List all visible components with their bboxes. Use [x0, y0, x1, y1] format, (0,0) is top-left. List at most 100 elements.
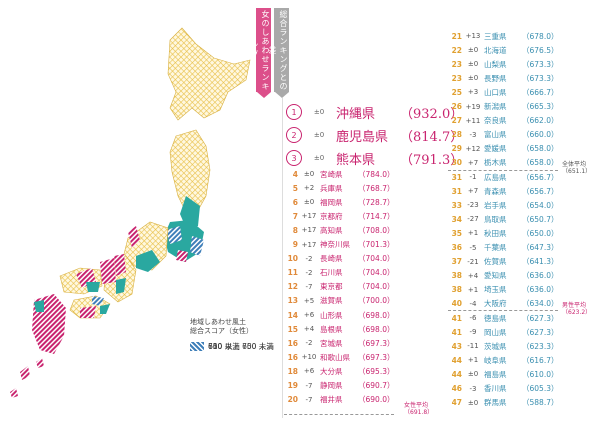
rank-number: 14 — [287, 310, 298, 320]
rank-number: 21 — [451, 31, 462, 41]
ranking-row: 6 ±0 福岡県 （728.7） — [284, 195, 395, 209]
prefecture-name: 福島県 — [484, 369, 507, 379]
rank-change: +5 — [303, 296, 315, 305]
rank-number: 35 — [451, 228, 462, 238]
ranking-row: 15 +4 島根県 （698.0） — [284, 322, 395, 336]
rank-change: -2 — [305, 339, 313, 348]
rank-number: 4 — [292, 169, 298, 179]
column-divider — [282, 98, 283, 418]
prefecture-score: （650.7） — [522, 214, 559, 224]
prefecture-name: 鳥取県 — [484, 214, 507, 224]
reference-label-text: 男性平均 — [562, 302, 587, 309]
region-okinawa-2 — [36, 358, 44, 368]
ranking-row: 37 -21 佐賀県 （641.3） — [448, 255, 559, 269]
rank-change: +3 — [467, 88, 479, 97]
prefecture-score: （627.3） — [522, 313, 559, 323]
reference-label: 全体平均 （651.1） — [562, 161, 591, 175]
prefecture-score: （704.0） — [358, 268, 395, 278]
rank-number: 28 — [451, 130, 462, 140]
prefecture-name: 高知県 — [320, 225, 343, 235]
rank-change: ±0 — [303, 198, 315, 207]
prefecture-score: （932.0） — [400, 106, 464, 122]
prefecture-score: （690.0） — [358, 395, 395, 405]
rank-change: +6 — [303, 311, 315, 319]
prefecture-score: （698.0） — [358, 310, 395, 320]
rank-change: -3 — [469, 130, 477, 139]
prefecture-name: 兵庫県 — [320, 183, 343, 193]
rank-number: 40 — [451, 299, 462, 309]
rank-number: 19 — [287, 381, 298, 390]
prefecture-score: （697.3） — [358, 338, 395, 348]
prefecture-score: （698.0） — [358, 324, 395, 334]
rank-number: 44 — [451, 369, 462, 379]
prefecture-name: 千葉県 — [484, 243, 507, 252]
rank-number: 5 — [292, 183, 298, 193]
legend-label: 650 以上 700 未満 — [208, 342, 274, 351]
prefecture-name: 岡山県 — [484, 327, 507, 337]
prefecture-score: （610.0） — [522, 369, 559, 379]
prefecture-name: 埼玉県 — [484, 285, 507, 295]
region-kochi — [80, 306, 96, 318]
ranking-row: 38 +1 埼玉県 （636.0） — [448, 283, 559, 297]
legend-label: 610 未満 — [208, 342, 240, 351]
rank-number: 6 — [292, 197, 298, 207]
ranking-row: 19 -7 静岡県 （690.7） — [284, 379, 395, 393]
prefecture-name: 新潟県 — [484, 102, 507, 111]
prefecture-score: （814.7） — [400, 129, 464, 145]
reference-line — [284, 414, 394, 415]
rank-change: ±0 — [313, 131, 325, 139]
prefecture-score: （784.0） — [358, 169, 395, 179]
region-ishikawa — [128, 226, 140, 248]
rank-number: 29 — [451, 144, 462, 154]
rank-number: 16 — [287, 352, 298, 362]
reference-line — [448, 170, 558, 171]
prefecture-score: （654.0） — [522, 200, 559, 210]
prefecture-name: 愛知県 — [484, 271, 507, 281]
rank-number: 41 — [451, 313, 462, 323]
ranking-row: 47 ±0 群馬県 （588.7） — [448, 396, 559, 410]
rank-change: -7 — [305, 381, 313, 390]
rank-number: 47 — [451, 398, 462, 408]
rank-number: 7 — [292, 211, 298, 221]
rank-change: +6 — [303, 367, 315, 376]
prefecture-score: （791.3） — [400, 152, 464, 168]
prefecture-score: （616.7） — [522, 355, 559, 365]
ranking-row: 8 +17 高知県 （708.0） — [284, 223, 395, 237]
prefecture-score: （728.7） — [358, 197, 395, 207]
rank-number: 9 — [292, 240, 298, 249]
ranking-row: 46 -3 香川県 （605.3） — [448, 382, 559, 396]
ranking-row: 20 -7 福井県 （690.0） — [284, 393, 395, 407]
rank-change-title: 総合ランキングとの差 — [268, 8, 289, 92]
rank-change: -21 — [467, 257, 479, 266]
prefecture-score: （588.7） — [522, 398, 559, 408]
prefecture-name: 大分県 — [320, 366, 343, 376]
reference-label-value: （651.1） — [562, 168, 592, 175]
rank-number: 13 — [287, 296, 298, 306]
prefecture-name: 石川県 — [320, 268, 343, 278]
rank-change: +2 — [303, 184, 315, 193]
ranking-row-top: 3 ±0 熊本県 （791.3） — [286, 148, 463, 168]
prefecture-name: 富山県 — [484, 130, 507, 140]
prefecture-score: （623.3） — [522, 341, 559, 351]
reference-line — [448, 310, 558, 311]
region-gunma — [166, 226, 182, 244]
rank-number: 36 — [451, 243, 462, 252]
rank-number: 41 — [451, 327, 462, 337]
rank-number: 3 — [286, 150, 302, 166]
ranking-row-top: 2 ±0 鹿児島県 （814.7） — [286, 125, 463, 145]
prefecture-name: 長野県 — [484, 73, 507, 83]
region-kyoto — [114, 254, 126, 276]
prefecture-name: 和歌山県 — [320, 352, 350, 362]
ranking-row: 11 -2 石川県 （704.0） — [284, 266, 395, 280]
rank-number: 22 — [451, 45, 462, 55]
rank-change: -6 — [469, 314, 477, 322]
ranking-row: 27 +11 奈良県 （662.0） — [448, 114, 559, 128]
prefecture-score: （662.0） — [522, 116, 559, 126]
legend-label: 700 以上 — [208, 342, 240, 351]
prefecture-score: （704.0） — [358, 254, 395, 264]
prefecture-score: （656.7） — [522, 172, 559, 182]
legend-title-line2: 総合スコア（女性） — [190, 327, 253, 335]
prefecture-score: （768.7） — [358, 183, 395, 193]
rank-number: 38 — [451, 285, 462, 295]
rank-change: +12 — [465, 144, 481, 153]
